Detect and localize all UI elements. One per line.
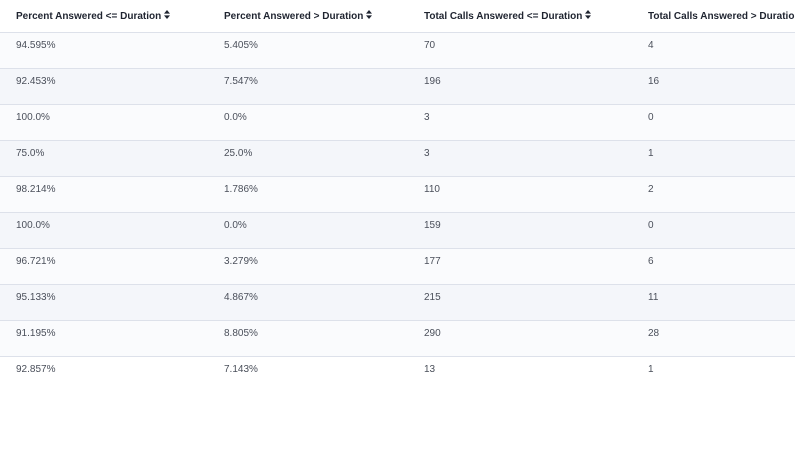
column-header-total-gt-duration[interactable]: Total Calls Answered > Duration xyxy=(632,0,795,33)
table-cell: 196 xyxy=(408,68,632,105)
table-cell: 3 xyxy=(408,104,632,141)
table-cell: 92.857% xyxy=(0,356,208,393)
sort-updown-icon[interactable] xyxy=(164,10,171,20)
column-header-percent-gt-duration[interactable]: Percent Answered > Duration xyxy=(208,0,408,33)
table-header: Percent Answered <= Duration Percent Ans… xyxy=(0,0,795,33)
column-header-label: Percent Answered <= Duration xyxy=(16,10,162,22)
table-cell: 75.0% xyxy=(0,140,208,177)
table-cell: 7.547% xyxy=(208,68,408,105)
table-cell: 5.405% xyxy=(208,32,408,69)
table-cell: 215 xyxy=(408,284,632,321)
table-row: 96.721% 3.279% 177 6 xyxy=(0,248,795,285)
sort-updown-icon[interactable] xyxy=(366,10,373,20)
table-row: 92.857% 7.143% 13 1 xyxy=(0,356,795,393)
table-cell: 0 xyxy=(632,212,795,249)
table-cell: 28 xyxy=(632,320,795,357)
table-cell: 1 xyxy=(632,140,795,177)
column-header-label: Total Calls Answered > Duration xyxy=(648,10,795,22)
table-cell: 0.0% xyxy=(208,212,408,249)
sort-updown-icon[interactable] xyxy=(585,10,592,20)
table-row: 100.0% 0.0% 3 0 xyxy=(0,104,795,141)
column-header-percent-le-duration[interactable]: Percent Answered <= Duration xyxy=(0,0,208,33)
table-cell: 110 xyxy=(408,176,632,213)
table-cell: 98.214% xyxy=(0,176,208,213)
table-cell: 290 xyxy=(408,320,632,357)
table-cell: 2 xyxy=(632,176,795,213)
table-cell: 100.0% xyxy=(0,104,208,141)
table-cell: 3.279% xyxy=(208,248,408,285)
table-cell: 0 xyxy=(632,104,795,141)
table-cell: 92.453% xyxy=(0,68,208,105)
table-cell: 1.786% xyxy=(208,176,408,213)
table-cell: 1 xyxy=(632,356,795,393)
table-cell: 13 xyxy=(408,356,632,393)
table-cell: 11 xyxy=(632,284,795,321)
table-cell: 7.143% xyxy=(208,356,408,393)
table-row: 98.214% 1.786% 110 2 xyxy=(0,176,795,213)
column-header-total-le-duration[interactable]: Total Calls Answered <= Duration xyxy=(408,0,632,33)
table-row: 94.595% 5.405% 70 4 xyxy=(0,32,795,69)
table-cell: 70 xyxy=(408,32,632,69)
table-row: 75.0% 25.0% 3 1 xyxy=(0,140,795,177)
table-cell: 100.0% xyxy=(0,212,208,249)
table-row: 100.0% 0.0% 159 0 xyxy=(0,212,795,249)
table-row: 95.133% 4.867% 215 11 xyxy=(0,284,795,321)
table-row: 92.453% 7.547% 196 16 xyxy=(0,68,795,105)
table-body: 94.595% 5.405% 70 4 92.453% 7.547% 196 1… xyxy=(0,32,795,393)
table-cell: 4 xyxy=(632,32,795,69)
table-cell: 3 xyxy=(408,140,632,177)
table-cell: 6 xyxy=(632,248,795,285)
table-row: 91.195% 8.805% 290 28 xyxy=(0,320,795,357)
table-cell: 159 xyxy=(408,212,632,249)
table-cell: 96.721% xyxy=(0,248,208,285)
table-cell: 8.805% xyxy=(208,320,408,357)
table-cell: 25.0% xyxy=(208,140,408,177)
header-row: Percent Answered <= Duration Percent Ans… xyxy=(0,0,795,33)
table-cell: 177 xyxy=(408,248,632,285)
table-cell: 95.133% xyxy=(0,284,208,321)
table-cell: 4.867% xyxy=(208,284,408,321)
table-cell: 16 xyxy=(632,68,795,105)
table-cell: 91.195% xyxy=(0,320,208,357)
column-header-label: Total Calls Answered <= Duration xyxy=(424,10,583,22)
calls-table: Percent Answered <= Duration Percent Ans… xyxy=(0,0,795,393)
column-header-label: Percent Answered > Duration xyxy=(224,10,364,22)
table-cell: 0.0% xyxy=(208,104,408,141)
table-cell: 94.595% xyxy=(0,32,208,69)
